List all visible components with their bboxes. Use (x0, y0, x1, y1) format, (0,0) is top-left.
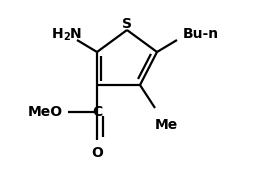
Text: Bu-n: Bu-n (182, 27, 218, 41)
Text: 2: 2 (63, 32, 70, 42)
Text: N: N (70, 27, 81, 41)
Text: MeO: MeO (28, 105, 63, 119)
Text: S: S (121, 17, 132, 31)
Text: O: O (91, 146, 103, 160)
Text: C: C (91, 105, 102, 119)
Text: Me: Me (154, 118, 178, 132)
Text: H: H (52, 27, 64, 41)
